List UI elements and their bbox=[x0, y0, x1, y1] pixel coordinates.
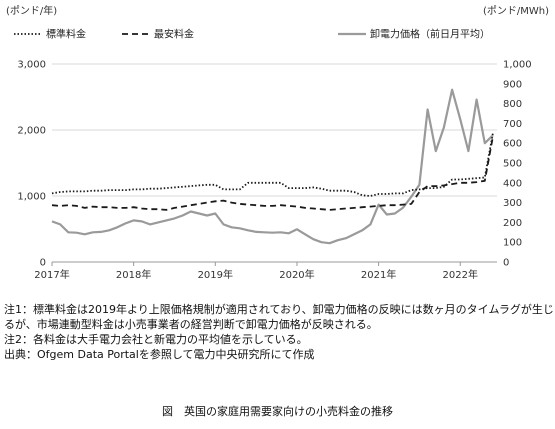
right-tick-label: 600 bbox=[503, 139, 522, 150]
source-note: 出典：Ofgem Data Portalを参照して電力中央研究所にて作成 bbox=[4, 348, 315, 361]
x-tick-label: 2022年 bbox=[443, 268, 478, 281]
note-2: 注2：各料金は大手電力会社と新電力の平均値を示している。 bbox=[4, 333, 308, 346]
right-tick-label: 200 bbox=[503, 218, 522, 229]
right-tick-label: 100 bbox=[503, 238, 522, 249]
right-tick-label: 500 bbox=[503, 159, 522, 170]
left-tick-label: 2,000 bbox=[17, 126, 46, 137]
right-tick-label: 1,000 bbox=[503, 60, 532, 71]
left-tick-label: 3,000 bbox=[17, 60, 46, 71]
note-1: 注1：標準料金は2019年より上限価格規制が適用されており、卸電力価格の反映には… bbox=[4, 303, 554, 331]
right-axis-unit: (ポンド/MWh) bbox=[483, 5, 549, 17]
left-axis-unit: (ポンド/年) bbox=[6, 4, 57, 17]
series-line-dashed bbox=[51, 136, 494, 211]
series-line-solid bbox=[51, 88, 494, 245]
figure-caption: 図 英国の家庭用需要家向けの小売料金の推移 bbox=[162, 405, 393, 418]
x-tick-label: 2017年 bbox=[34, 268, 69, 281]
right-tick-label: 300 bbox=[503, 198, 522, 209]
right-tick-label: 700 bbox=[503, 119, 522, 130]
x-tick-label: 2018年 bbox=[116, 268, 151, 281]
x-tick-label: 2020年 bbox=[279, 268, 314, 281]
right-tick-label: 400 bbox=[503, 178, 522, 189]
series-line-dotted bbox=[51, 133, 494, 197]
right-tick-label: 800 bbox=[503, 99, 522, 110]
legend-label: 卸電力価格（前日月平均） bbox=[370, 28, 490, 41]
chart-notes: 注1：標準料金は2019年より上限価格規制が適用されており、卸電力価格の反映には… bbox=[4, 302, 554, 362]
right-tick-label: 0 bbox=[503, 258, 509, 269]
chart-area: 3,000 2,000 1,000 0 1,000 900 800 700 600 500 400 3… bbox=[6, 4, 549, 281]
x-tick-label: 2021年 bbox=[361, 268, 396, 281]
left-tick-label: 1,000 bbox=[17, 192, 46, 203]
legend-label: 最安料金 bbox=[154, 28, 194, 41]
x-tick-label: 2019年 bbox=[198, 268, 233, 281]
right-tick-label: 900 bbox=[503, 79, 522, 90]
retail-price-chart: 3,000 2,000 1,000 0 1,000 900 800 700 600 500 400 3… bbox=[6, 4, 549, 281]
legend-label: 標準料金 bbox=[46, 28, 86, 41]
left-tick-label: 0 bbox=[40, 258, 46, 269]
